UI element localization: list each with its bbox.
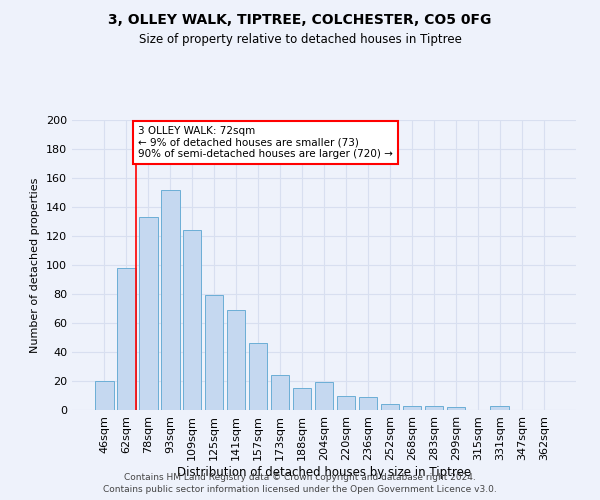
Bar	[227, 310, 245, 410]
Bar	[139, 217, 158, 410]
Bar	[205, 296, 223, 410]
X-axis label: Distribution of detached houses by size in Tiptree: Distribution of detached houses by size …	[177, 466, 471, 478]
Y-axis label: Number of detached properties: Number of detached properties	[31, 178, 40, 352]
Bar	[490, 406, 509, 410]
Bar	[403, 406, 421, 410]
Bar	[337, 396, 355, 410]
Bar	[446, 407, 465, 410]
Bar	[314, 382, 334, 410]
Bar	[425, 406, 443, 410]
Bar	[271, 375, 289, 410]
Text: 3 OLLEY WALK: 72sqm
← 9% of detached houses are smaller (73)
90% of semi-detache: 3 OLLEY WALK: 72sqm ← 9% of detached hou…	[139, 126, 393, 159]
Bar	[380, 404, 399, 410]
Bar	[183, 230, 202, 410]
Bar	[293, 388, 311, 410]
Bar	[95, 381, 113, 410]
Bar	[117, 268, 136, 410]
Text: Contains HM Land Registry data © Crown copyright and database right 2024.: Contains HM Land Registry data © Crown c…	[124, 472, 476, 482]
Bar	[359, 397, 377, 410]
Text: 3, OLLEY WALK, TIPTREE, COLCHESTER, CO5 0FG: 3, OLLEY WALK, TIPTREE, COLCHESTER, CO5 …	[109, 12, 491, 26]
Text: Size of property relative to detached houses in Tiptree: Size of property relative to detached ho…	[139, 32, 461, 46]
Bar	[161, 190, 179, 410]
Bar	[249, 344, 268, 410]
Text: Contains public sector information licensed under the Open Government Licence v3: Contains public sector information licen…	[103, 485, 497, 494]
